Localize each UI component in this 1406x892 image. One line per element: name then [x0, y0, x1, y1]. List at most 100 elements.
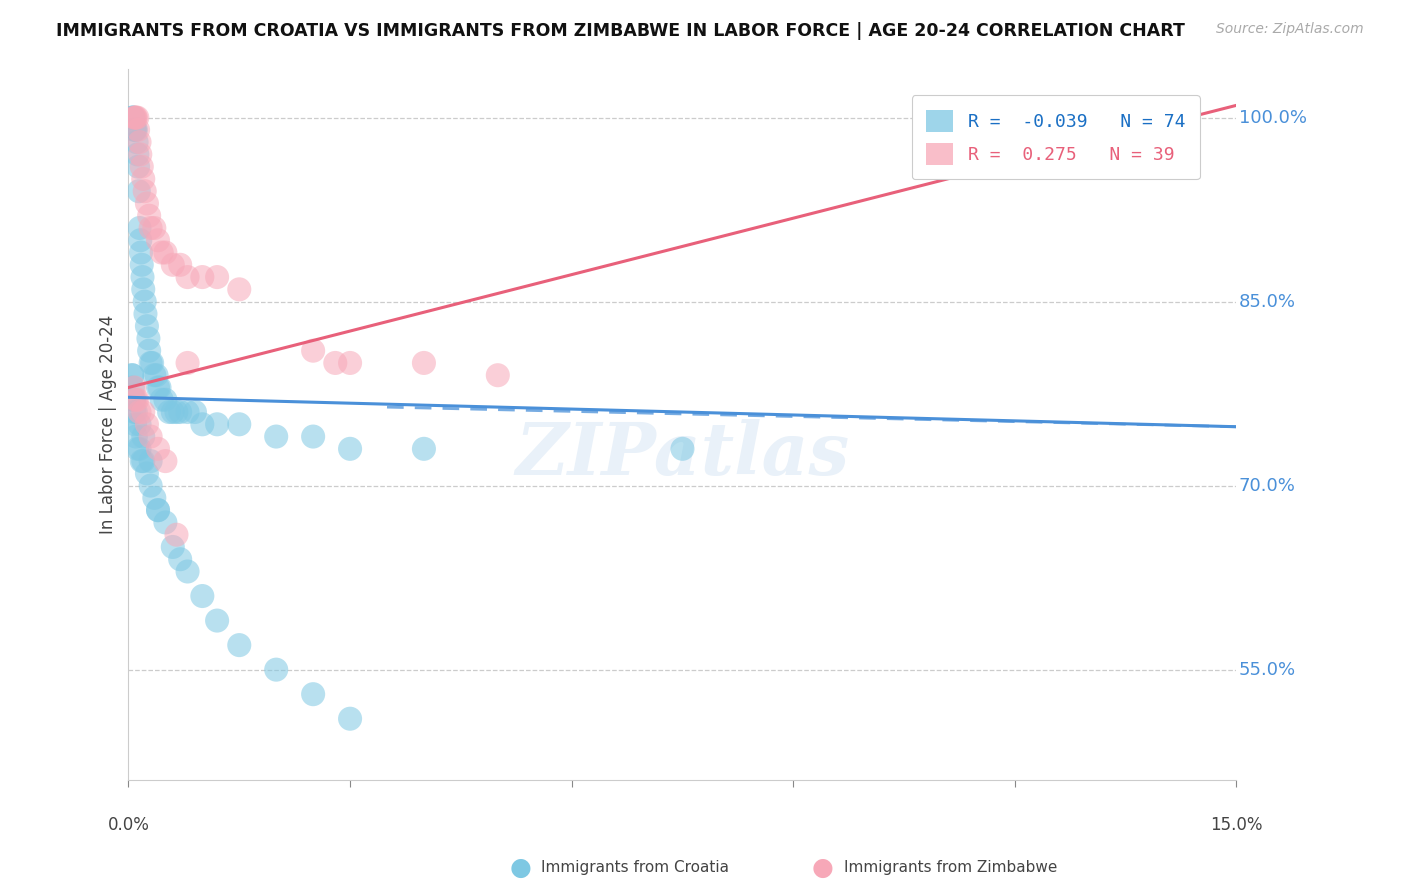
Point	[150, 245, 173, 260]
Point	[138, 331, 160, 345]
Text: 85.0%: 85.0%	[1239, 293, 1296, 310]
Point	[146, 233, 169, 247]
Point	[125, 392, 148, 407]
Point	[132, 429, 155, 443]
Point	[138, 209, 160, 223]
Point	[124, 405, 146, 419]
Point	[121, 368, 143, 383]
Point	[134, 294, 156, 309]
Point	[139, 429, 162, 443]
Point	[166, 405, 188, 419]
Point	[157, 405, 180, 419]
Point	[127, 111, 149, 125]
Point	[143, 221, 166, 235]
Point	[162, 540, 184, 554]
Point	[127, 123, 149, 137]
Point	[145, 368, 167, 383]
Point	[129, 147, 152, 161]
Point	[124, 111, 146, 125]
Point	[323, 356, 346, 370]
Legend: R =  -0.039   N = 74, R =  0.275   N = 39: R = -0.039 N = 74, R = 0.275 N = 39	[912, 95, 1199, 179]
Point	[413, 356, 436, 370]
Point	[127, 392, 149, 407]
Point	[155, 516, 177, 530]
Point	[121, 111, 143, 125]
Point	[671, 442, 693, 456]
Point	[205, 270, 228, 285]
Point	[148, 380, 170, 394]
Point	[339, 442, 361, 456]
Text: Source: ZipAtlas.com: Source: ZipAtlas.com	[1216, 22, 1364, 37]
Point	[339, 356, 361, 370]
Point	[132, 282, 155, 296]
Point	[125, 111, 148, 125]
Point	[134, 184, 156, 198]
Point	[122, 380, 145, 394]
Point	[122, 111, 145, 125]
Point	[131, 270, 153, 285]
Point	[169, 552, 191, 566]
Point	[339, 712, 361, 726]
Point	[132, 454, 155, 468]
Point	[191, 417, 214, 432]
Point	[205, 614, 228, 628]
Point	[228, 282, 250, 296]
Point	[143, 368, 166, 383]
Point	[127, 160, 149, 174]
Point	[127, 442, 149, 456]
Point	[128, 221, 150, 235]
Point	[139, 221, 162, 235]
Point	[146, 503, 169, 517]
Text: 100.0%: 100.0%	[1239, 109, 1306, 127]
Point	[128, 442, 150, 456]
Point	[138, 343, 160, 358]
Point	[122, 392, 145, 407]
Point	[124, 392, 146, 407]
Point	[264, 663, 287, 677]
Point	[146, 442, 169, 456]
Text: ●: ●	[509, 856, 531, 880]
Point	[136, 467, 159, 481]
Point	[136, 319, 159, 334]
Point	[127, 147, 149, 161]
Point	[131, 454, 153, 468]
Text: 70.0%: 70.0%	[1239, 476, 1295, 495]
Point	[169, 258, 191, 272]
Point	[176, 565, 198, 579]
Text: Immigrants from Croatia: Immigrants from Croatia	[541, 861, 730, 875]
Point	[124, 111, 146, 125]
Point	[302, 343, 325, 358]
Point	[176, 270, 198, 285]
Point	[150, 392, 173, 407]
Point	[166, 527, 188, 541]
Point	[228, 638, 250, 652]
Point	[136, 417, 159, 432]
Point	[205, 417, 228, 432]
Point	[155, 392, 177, 407]
Point	[141, 356, 163, 370]
Point	[131, 160, 153, 174]
Point	[162, 258, 184, 272]
Point	[125, 405, 148, 419]
Point	[191, 270, 214, 285]
Point	[146, 380, 169, 394]
Point	[155, 245, 177, 260]
Point	[139, 478, 162, 492]
Text: Immigrants from Zimbabwe: Immigrants from Zimbabwe	[844, 861, 1057, 875]
Text: ●: ●	[811, 856, 834, 880]
Point	[139, 454, 162, 468]
Text: IMMIGRANTS FROM CROATIA VS IMMIGRANTS FROM ZIMBABWE IN LABOR FORCE | AGE 20-24 C: IMMIGRANTS FROM CROATIA VS IMMIGRANTS FR…	[56, 22, 1185, 40]
Point	[122, 111, 145, 125]
Point	[124, 123, 146, 137]
Point	[128, 135, 150, 149]
Point	[125, 123, 148, 137]
Point	[139, 356, 162, 370]
Point	[132, 405, 155, 419]
Point	[132, 172, 155, 186]
Point	[413, 442, 436, 456]
Point	[128, 405, 150, 419]
Point	[129, 245, 152, 260]
Point	[176, 356, 198, 370]
Point	[184, 405, 207, 419]
Point	[302, 687, 325, 701]
